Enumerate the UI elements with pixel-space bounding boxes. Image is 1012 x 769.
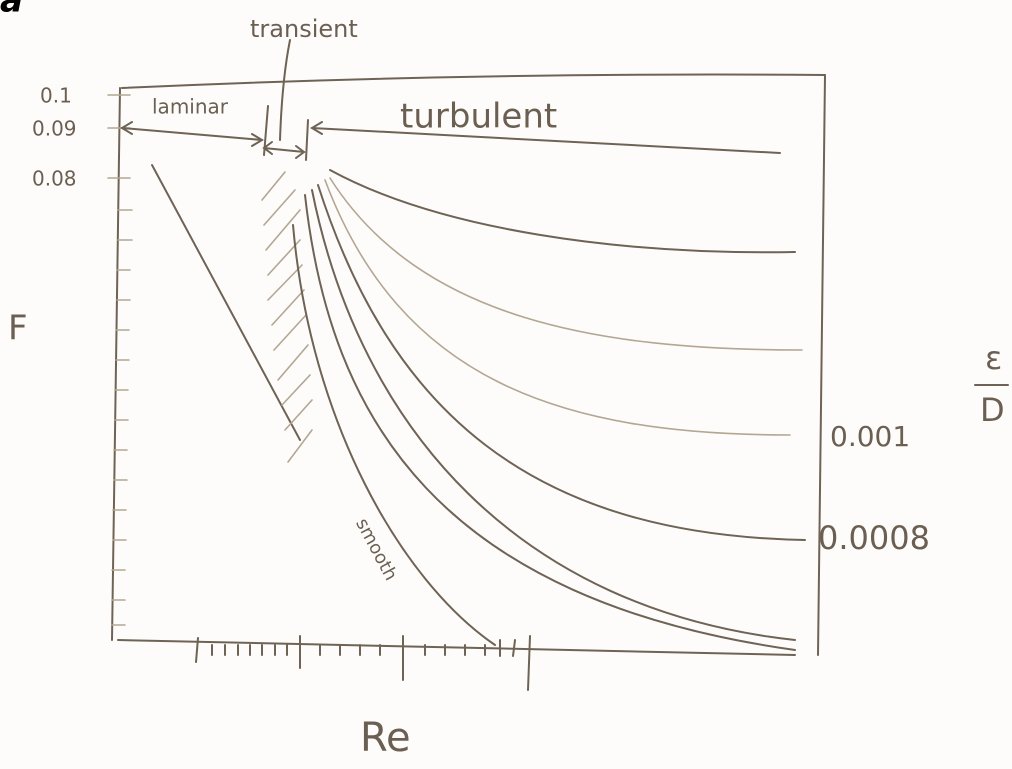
figure-label: a bbox=[0, 0, 23, 21]
roughness-denominator: D bbox=[980, 391, 1005, 429]
y-tick-label: 0.09 bbox=[32, 117, 77, 141]
y-tick-label: 0.1 bbox=[40, 84, 72, 108]
laminar-line bbox=[152, 165, 300, 440]
x-ticks bbox=[196, 636, 530, 690]
y-ticks bbox=[108, 95, 132, 625]
roughness-numerator: ε bbox=[985, 339, 1002, 377]
x-title: Re bbox=[360, 715, 411, 761]
transient-hatch bbox=[262, 172, 312, 462]
roughness-label: 0.0008 bbox=[818, 519, 930, 557]
smooth-label: smooth bbox=[351, 515, 401, 584]
y-tick-label: 0.08 bbox=[32, 167, 77, 191]
roughness-label: 0.001 bbox=[830, 420, 910, 453]
transient-label: transient bbox=[250, 15, 358, 43]
curves bbox=[293, 170, 805, 650]
turbulent-label: turbulent bbox=[400, 97, 557, 137]
sketch: a transi bbox=[0, 0, 1012, 769]
y-title: F bbox=[8, 309, 28, 349]
laminar-label: laminar bbox=[152, 95, 229, 119]
